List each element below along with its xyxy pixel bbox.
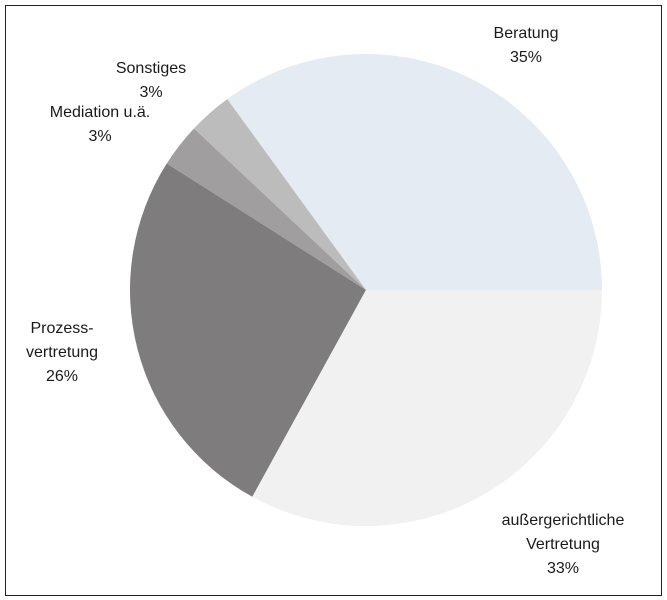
- slice-label: außergerichtliche Vertretung: [502, 512, 625, 553]
- slice-label: Mediation u.ä.: [50, 104, 151, 121]
- pie-slice: [252, 290, 602, 527]
- pie-slice: [166, 128, 366, 290]
- pie-slice: [130, 163, 366, 497]
- pie-slice: [227, 54, 602, 291]
- value-label: 26%: [46, 368, 78, 385]
- slice-label: Sonstiges: [116, 60, 186, 77]
- value-label: 3%: [139, 84, 162, 101]
- slice-label: Beratung: [494, 25, 559, 42]
- value-label: 3%: [88, 128, 111, 145]
- value-label: 35%: [510, 49, 542, 66]
- value-label: 33%: [547, 560, 579, 577]
- pie-slice: [193, 99, 366, 290]
- slice-label: Prozess-vertretung: [26, 320, 98, 361]
